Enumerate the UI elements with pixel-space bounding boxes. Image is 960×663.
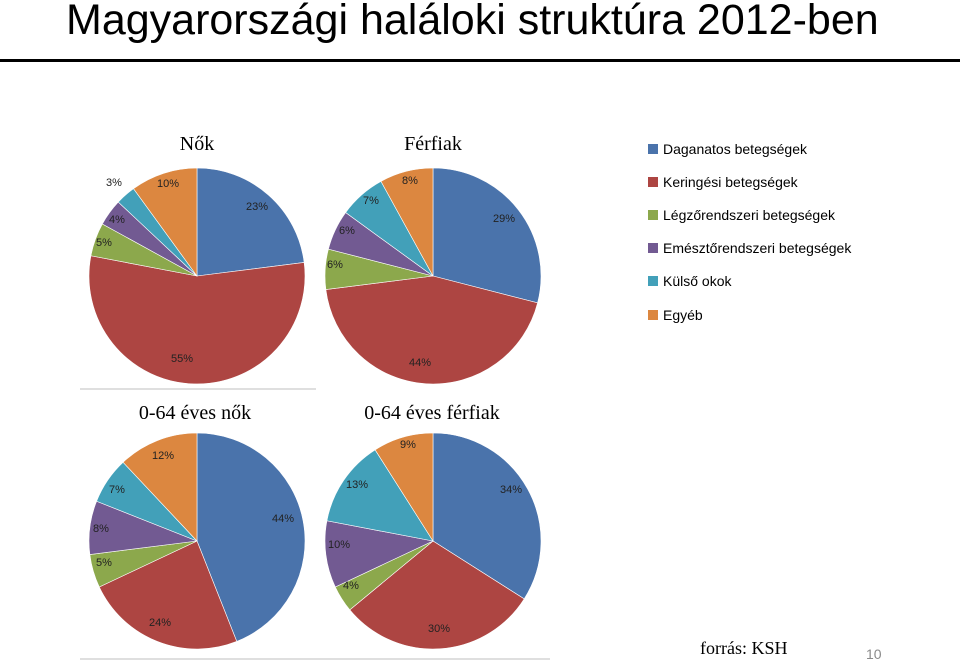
legend-item: Légzőrendszeri betegségek	[648, 206, 835, 224]
pie-data-label: 6%	[339, 225, 355, 237]
legend-swatch	[648, 177, 658, 187]
legend-swatch	[648, 310, 658, 320]
pie-data-label: 3%	[106, 177, 122, 189]
pie-chart-title: 0-64 éves nők	[139, 402, 251, 424]
legend-label: Keringési betegségek	[663, 174, 798, 190]
pie-data-label: 55%	[171, 353, 193, 365]
pie-slice	[432, 432, 542, 600]
pie-data-label: 34%	[500, 484, 522, 496]
legend-item: Keringési betegségek	[648, 173, 798, 191]
legend-item: Külső okok	[648, 272, 731, 290]
pie-data-label: 9%	[400, 439, 416, 451]
pie-data-label: 10%	[157, 178, 179, 190]
pie-data-label: 7%	[363, 195, 379, 207]
pie-slice	[98, 540, 238, 650]
pie-slice	[326, 449, 434, 542]
pie-slice	[349, 540, 525, 650]
slide-title: Magyarországi haláloki struktúra 2012-be…	[66, 0, 879, 44]
pie-data-label: 30%	[428, 623, 450, 635]
pie-data-label: 7%	[109, 484, 125, 496]
pie-data-label: 29%	[493, 213, 515, 225]
legend-swatch	[648, 276, 658, 286]
pie-slice	[88, 255, 306, 385]
pie-data-label: 6%	[327, 259, 343, 271]
pie-chart-title: Nők	[180, 133, 214, 155]
pie-slice	[133, 167, 198, 277]
pie-data-label: 44%	[409, 357, 431, 369]
pie-slice	[122, 432, 198, 542]
pie-chart-title: Férfiak	[404, 133, 462, 155]
pie-data-label: 10%	[328, 539, 350, 551]
pie-data-label: 5%	[96, 557, 112, 569]
pie-data-label: 12%	[152, 450, 174, 462]
legend-label: Emésztőrendszeri betegségek	[663, 240, 852, 256]
legend-label: Külső okok	[663, 273, 732, 289]
pie-data-label: 5%	[96, 237, 112, 249]
pie-slice	[325, 275, 538, 385]
legend-label: Daganatos betegségek	[663, 141, 807, 157]
pie-data-label: 44%	[272, 513, 294, 525]
pie-chart-title: 0-64 éves férfiak	[364, 402, 500, 424]
pie-data-label: 4%	[109, 214, 125, 226]
legend-item: Egyéb	[648, 306, 703, 324]
source-note: forrás: KSH	[700, 638, 788, 658]
title-divider	[0, 59, 960, 62]
pie-data-label: 23%	[246, 201, 268, 213]
pie-slice	[196, 432, 306, 642]
legend-item: Daganatos betegségek	[648, 140, 807, 158]
pie-data-label: 13%	[346, 479, 368, 491]
page-number: 10	[866, 646, 882, 662]
pie-slice	[374, 432, 434, 543]
legend-swatch	[648, 144, 658, 154]
pie-data-label: 8%	[93, 523, 109, 535]
legend-label: Légzőrendszeri betegségek	[663, 207, 836, 223]
pie-data-label: 8%	[402, 175, 418, 187]
pie-slice	[432, 167, 542, 304]
pie-data-label: 24%	[149, 617, 171, 629]
pie-data-label: 4%	[343, 580, 359, 592]
pie-slice	[196, 167, 305, 277]
legend-label: Egyéb	[663, 307, 703, 323]
legend-swatch	[648, 210, 658, 220]
legend-swatch	[648, 243, 658, 253]
pie-slice	[380, 167, 434, 277]
legend-item: Emésztőrendszeri betegségek	[648, 239, 851, 257]
